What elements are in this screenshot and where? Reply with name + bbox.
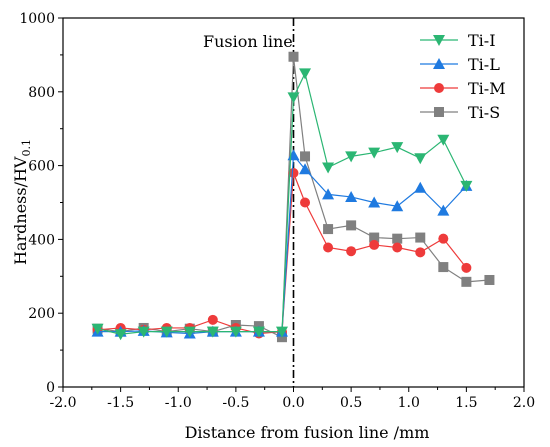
data-point-ti-i <box>275 326 288 338</box>
data-point-ti-i <box>414 153 427 165</box>
data-point-ti-m <box>346 246 357 257</box>
data-point-ti-s <box>346 220 357 231</box>
data-point-ti-i <box>206 326 219 338</box>
data-point-ti-i <box>183 326 196 338</box>
data-point-ti-i <box>299 68 312 80</box>
y-tick-label: 800 <box>28 85 55 101</box>
data-point-ti-i <box>368 147 381 159</box>
legend-label-ti-m: Ti-M <box>468 79 506 98</box>
data-point-ti-m <box>415 247 426 258</box>
data-point-ti-i <box>287 92 300 104</box>
legend-item-ti-l: Ti-L <box>420 55 500 74</box>
series-ti-l <box>91 149 473 339</box>
data-point-ti-m <box>392 242 403 253</box>
y-axis-title: Hardness/HV0.1 <box>11 139 33 265</box>
y-tick-label: 200 <box>28 306 55 322</box>
x-axis-title: Distance from fusion line /mm <box>185 423 430 442</box>
y-axis-title-main: Hardness/HV <box>11 156 30 265</box>
data-point-ti-l <box>322 188 335 200</box>
series-ti-i <box>91 68 473 341</box>
legend: Ti-I Ti-L Ti-M Ti-S <box>420 31 506 122</box>
data-point-ti-l <box>368 196 381 208</box>
legend-marker-ti-i <box>433 35 445 46</box>
data-point-ti-i <box>160 326 173 338</box>
x-tick-label: 1.0 <box>398 395 420 411</box>
x-tick-label: 2.0 <box>513 395 535 411</box>
data-point-ti-l <box>391 200 404 212</box>
legend-label-ti-i: Ti-I <box>468 31 496 50</box>
series-ti-m <box>92 167 472 339</box>
data-point-ti-s <box>484 274 495 285</box>
series-line-ti-l <box>97 153 467 335</box>
y-tick-label: 1000 <box>19 11 55 27</box>
legend-label-ti-s: Ti-S <box>468 103 500 122</box>
data-point-ti-i <box>391 142 404 154</box>
x-tick-label: 0.0 <box>282 395 304 411</box>
data-point-ti-m <box>369 239 380 250</box>
data-point-ti-i <box>137 326 150 338</box>
data-point-ti-l <box>437 204 450 216</box>
data-point-ti-m <box>438 233 449 244</box>
data-point-ti-i <box>91 323 104 335</box>
series-line-ti-m <box>97 172 467 335</box>
x-tick-label: -2.0 <box>50 395 77 411</box>
data-point-ti-s <box>415 232 426 243</box>
data-point-ti-i <box>322 162 335 174</box>
data-point-ti-m <box>323 242 334 253</box>
data-point-ti-i <box>252 326 265 338</box>
y-axis-title-subscript: 0.1 <box>20 139 33 157</box>
data-point-ti-s <box>300 151 311 162</box>
legend-marker-ti-l <box>433 58 445 69</box>
axes-layer: -2.0 -1.5 -1.0 -0.5 0.0 0.5 1.0 1.5 2.0 0 200 400 60… <box>19 11 535 411</box>
data-point-ti-i <box>437 134 450 146</box>
legend-item-ti-s: Ti-S <box>420 103 500 122</box>
data-point-ti-m <box>207 314 218 325</box>
data-point-ti-i <box>229 326 242 338</box>
data-point-ti-i <box>114 329 127 341</box>
y-tick-label: 0 <box>46 380 55 396</box>
legend-item-ti-m: Ti-M <box>420 79 506 98</box>
data-point-ti-i <box>345 151 358 163</box>
x-tick-label: 1.5 <box>455 395 477 411</box>
data-point-ti-l <box>414 181 427 193</box>
data-point-ti-s <box>369 232 380 243</box>
legend-label-ti-l: Ti-L <box>468 55 500 74</box>
data-point-ti-l <box>345 190 358 202</box>
data-point-ti-s <box>438 262 449 273</box>
data-point-ti-s <box>323 224 334 235</box>
y-tick-label: 600 <box>28 159 55 175</box>
data-point-ti-i <box>460 180 473 192</box>
data-point-ti-m <box>461 262 472 273</box>
x-tick-label: 0.5 <box>340 395 362 411</box>
data-point-ti-l <box>299 163 312 175</box>
data-point-ti-s <box>288 51 299 62</box>
legend-marker-ti-m <box>434 83 444 93</box>
fusion-line-label: Fusion line <box>203 32 293 51</box>
data-point-ti-s <box>461 276 472 287</box>
x-tick-label: -0.5 <box>222 395 249 411</box>
series-layer <box>91 51 495 343</box>
series-line-ti-i <box>97 71 467 335</box>
data-point-ti-s <box>392 233 403 244</box>
x-tick-label: -1.5 <box>107 395 134 411</box>
data-point-ti-m <box>300 197 311 208</box>
legend-marker-ti-s <box>434 107 444 117</box>
x-tick-label: -1.0 <box>165 395 192 411</box>
y-tick-label: 400 <box>28 232 55 248</box>
legend-item-ti-i: Ti-I <box>420 31 496 50</box>
data-point-ti-m <box>288 167 299 178</box>
